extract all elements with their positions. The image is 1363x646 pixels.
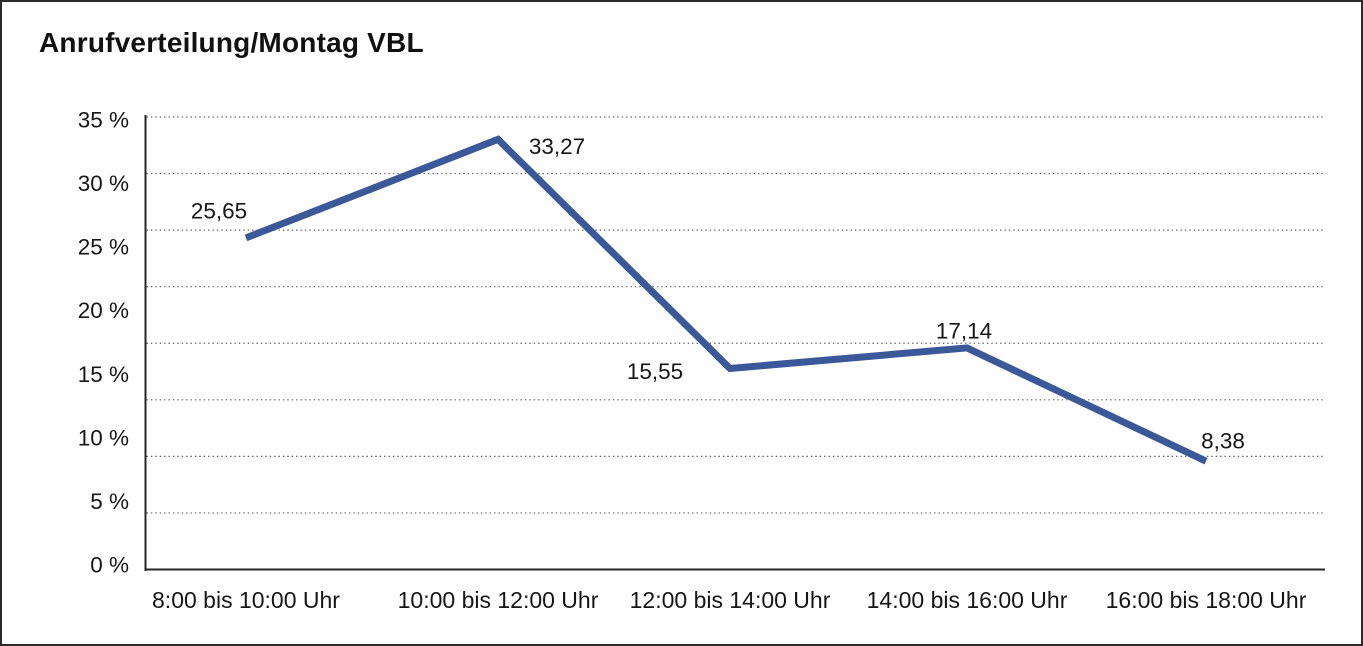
x-tick-label: 12:00 bis 14:00 Uhr (630, 587, 831, 613)
y-tick-label: 15 % (78, 362, 129, 387)
data-label: 17,14 (936, 318, 992, 343)
y-tick-label: 20 % (78, 298, 129, 323)
y-tick-label: 10 % (78, 425, 129, 450)
data-label: 8,38 (1201, 429, 1245, 454)
y-tick-label: 30 % (78, 171, 129, 196)
data-label: 15,55 (627, 359, 683, 384)
x-tick-label: 10:00 bis 12:00 Uhr (398, 587, 599, 613)
data-label: 33,27 (529, 134, 585, 159)
x-tick-label: 8:00 bis 10:00 Uhr (152, 587, 340, 613)
x-tick-label: 16:00 bis 18:00 Uhr (1106, 587, 1307, 613)
y-tick-label: 35 % (78, 108, 129, 133)
data-label: 25,65 (191, 198, 247, 223)
data-line (244, 135, 1208, 465)
y-tick-label: 0 % (90, 553, 129, 578)
y-tick-label: 5 % (90, 489, 129, 514)
x-tick-label: 14:00 bis 16:00 Uhr (867, 587, 1068, 613)
y-tick-label: 25 % (78, 235, 129, 260)
chart-title: Anrufverteilung/Montag VBL (39, 27, 424, 58)
